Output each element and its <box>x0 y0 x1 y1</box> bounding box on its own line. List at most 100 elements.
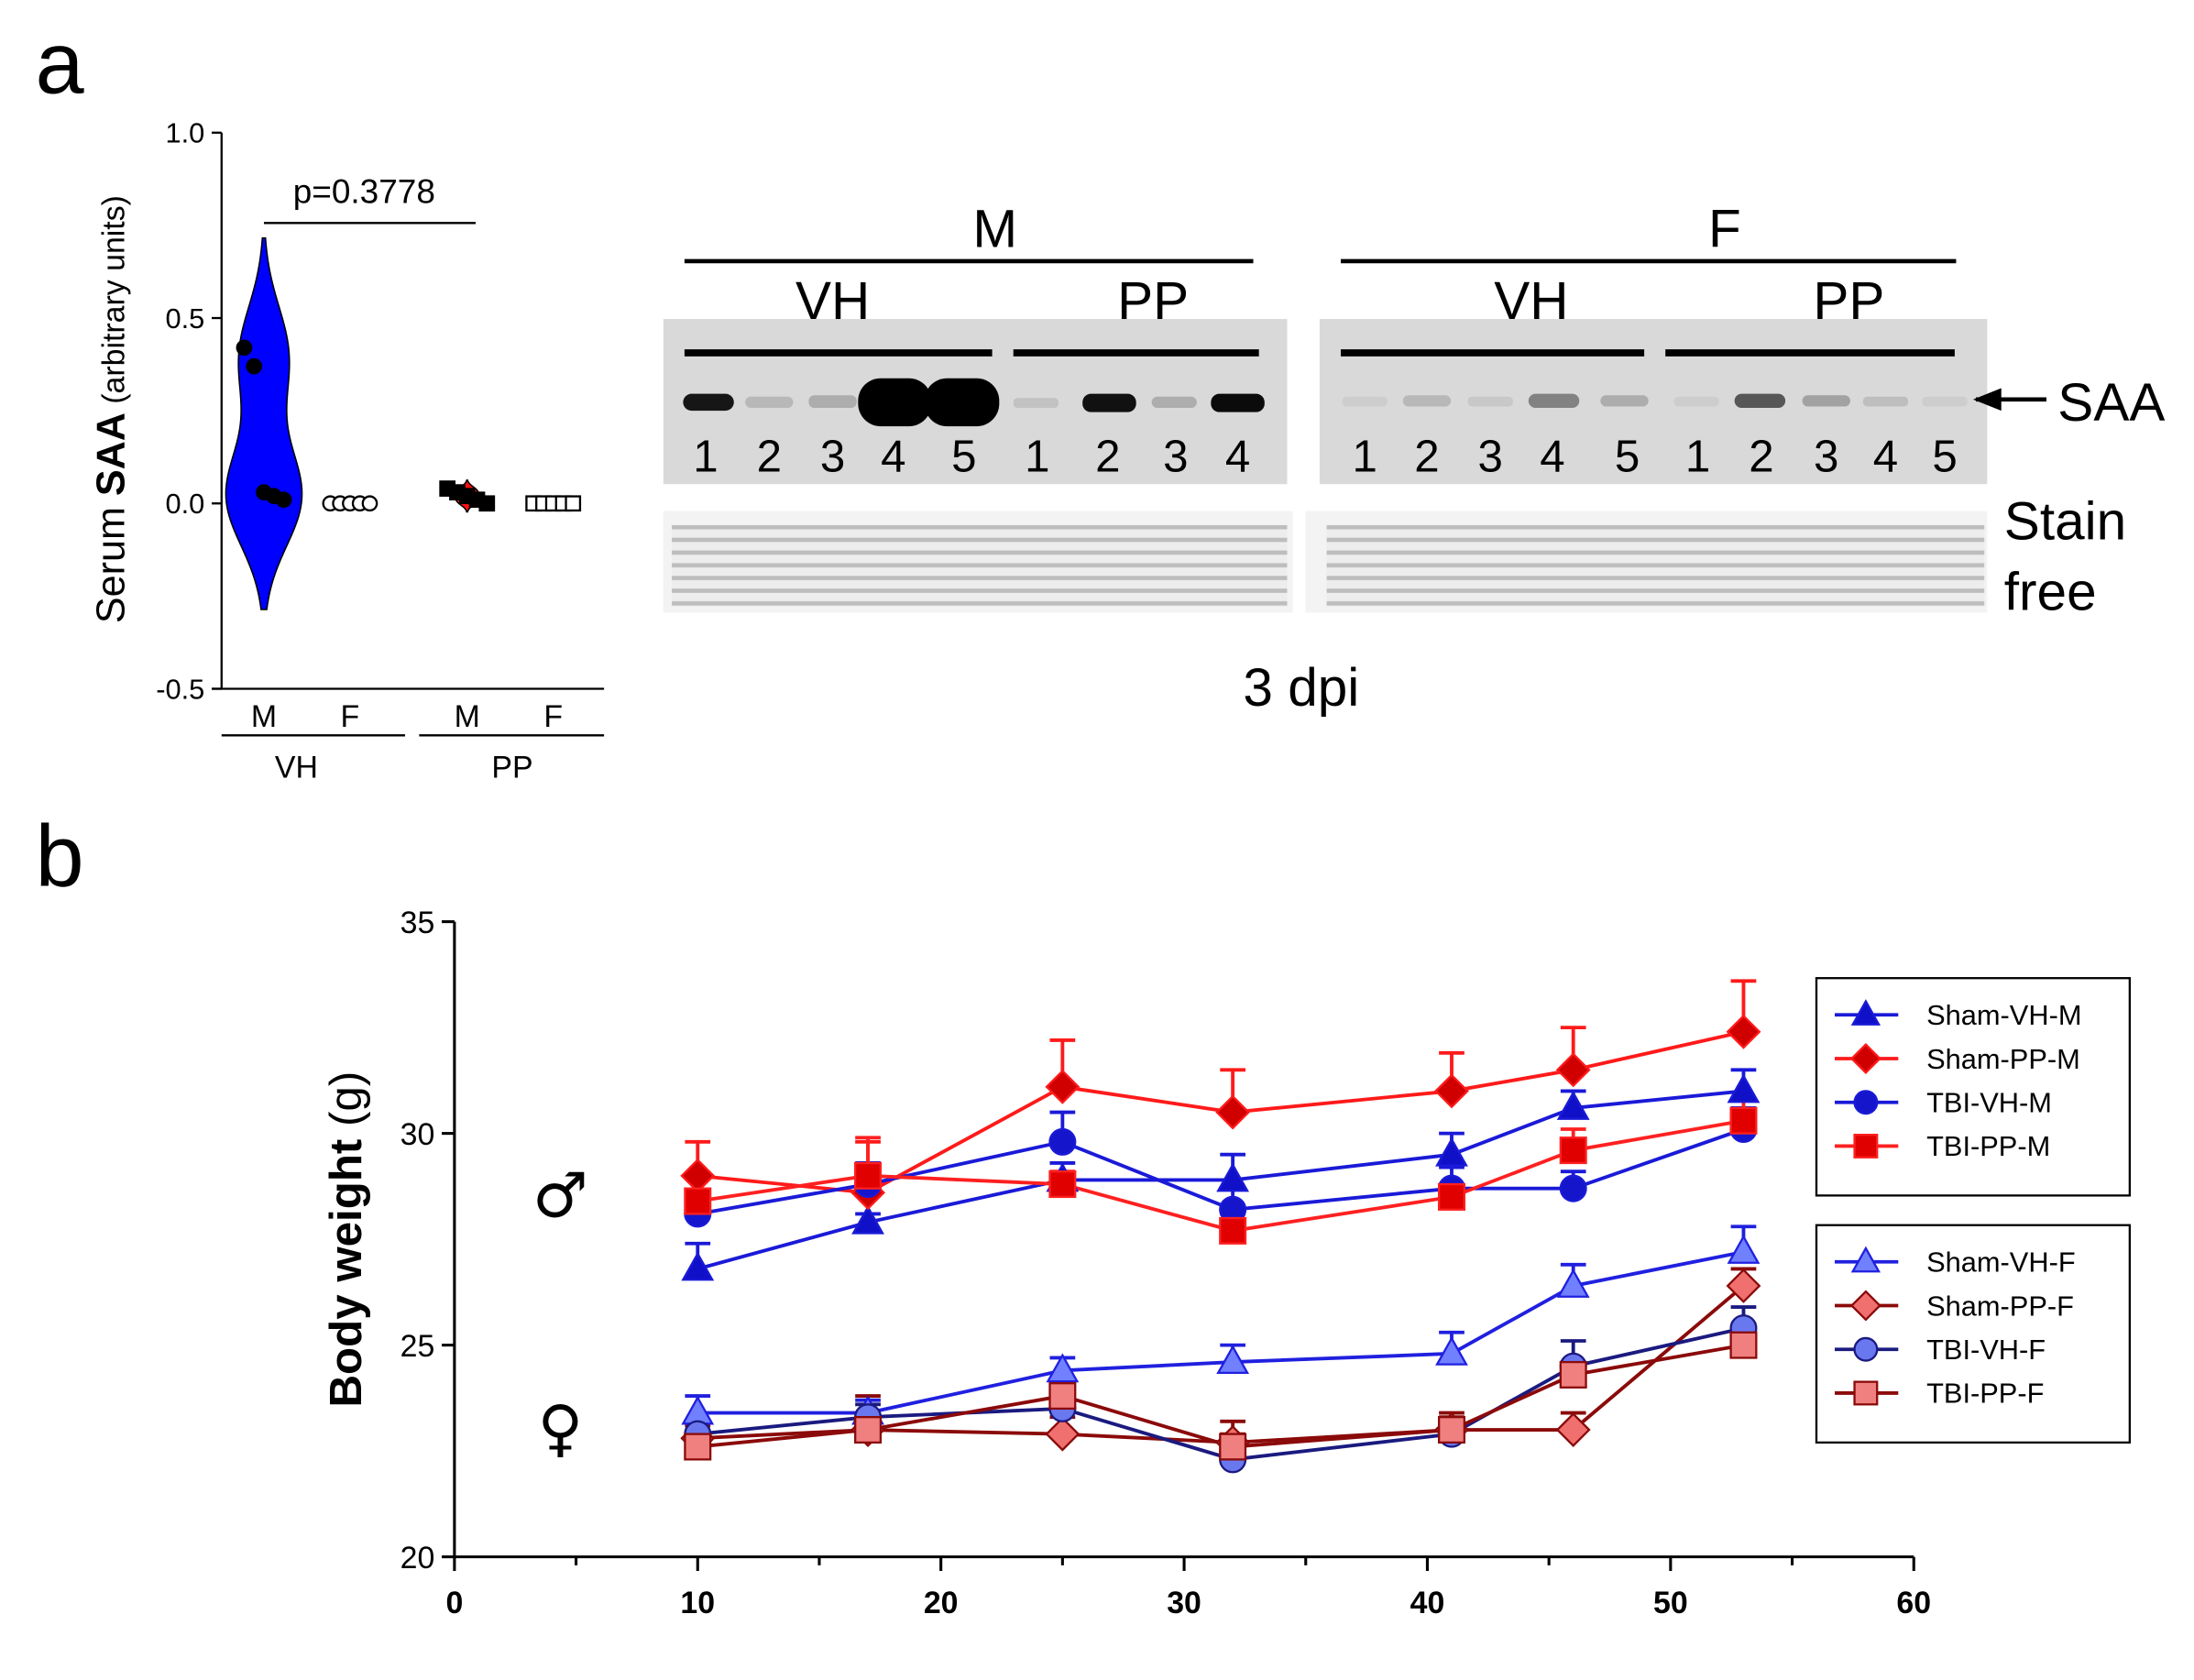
annotation: p=0.3778 <box>293 173 435 211</box>
lane-number: 4 <box>1540 431 1564 481</box>
panel-label: a <box>36 16 85 113</box>
marker <box>1219 1216 1247 1245</box>
blot-background <box>1319 319 1988 485</box>
marker <box>1849 1042 1881 1075</box>
marker <box>684 1433 712 1461</box>
band <box>1528 393 1580 409</box>
band <box>1673 396 1719 407</box>
marker <box>1729 1106 1758 1135</box>
marker <box>1849 1290 1881 1322</box>
marker <box>1216 1162 1250 1192</box>
x-tick-label: M <box>455 699 480 734</box>
marker <box>1434 1073 1469 1109</box>
x-tick-label: 40 <box>1410 1586 1445 1620</box>
lane-number: 1 <box>1685 431 1710 481</box>
lane-number: 1 <box>1352 431 1377 481</box>
band <box>924 378 1000 427</box>
band <box>1734 393 1786 409</box>
x-tick-label: F <box>543 699 563 734</box>
lane-number: 4 <box>1873 431 1898 481</box>
marker <box>1556 1090 1590 1120</box>
x-tick-label: M <box>251 699 277 734</box>
lane-number: 3 <box>1163 431 1188 481</box>
y-tick-label: 25 <box>400 1329 435 1364</box>
y-axis-label-part: Body weight <box>321 1139 371 1408</box>
band <box>745 396 794 409</box>
band <box>808 395 857 409</box>
marker <box>1219 1433 1247 1461</box>
bands <box>683 378 1968 427</box>
marker <box>236 339 253 357</box>
marker <box>246 357 263 375</box>
group-label: VH <box>275 751 318 785</box>
lane-number: 5 <box>951 431 976 481</box>
marker <box>1555 1412 1591 1447</box>
lane-number: 3 <box>1478 431 1503 481</box>
y-tick-label: 1.0 <box>165 117 204 149</box>
band <box>1802 395 1850 407</box>
marker <box>1045 1069 1081 1104</box>
band <box>1862 396 1909 407</box>
marker <box>1437 1182 1466 1211</box>
marker <box>1556 1268 1590 1298</box>
band <box>1922 396 1968 407</box>
timepoint-label: 3 dpi <box>1243 658 1359 718</box>
y-tick-label: 30 <box>400 1117 435 1152</box>
marker <box>275 491 292 509</box>
marker <box>361 495 378 512</box>
marker <box>1850 999 1881 1026</box>
lane-number: 4 <box>881 431 905 481</box>
marker <box>1437 1416 1466 1444</box>
y-axis-label: Body weight (g) <box>321 1071 371 1408</box>
y-axis-label-part: (g) <box>321 1071 371 1139</box>
band-label: SAA <box>2057 373 2165 433</box>
y-tick-label: -0.5 <box>156 673 204 705</box>
marker <box>680 1158 716 1193</box>
marker <box>1559 1174 1587 1202</box>
marker <box>1853 1380 1879 1406</box>
blot-sex-label: F <box>1708 199 1741 258</box>
marker <box>1727 1073 1761 1104</box>
legend-label: Sham-VH-F <box>1926 1246 2076 1279</box>
y-axis-label-part: SAA <box>90 412 134 496</box>
y-axis-label-part: (arbitrary units) <box>97 195 132 412</box>
lane-number: 2 <box>1414 431 1439 481</box>
marker <box>565 495 582 512</box>
marker <box>1048 1382 1077 1411</box>
lane-number: 2 <box>1749 431 1773 481</box>
lane-number: 1 <box>1025 431 1049 481</box>
band <box>1600 395 1649 407</box>
marker <box>1853 1336 1879 1362</box>
legend-label: Sham-PP-F <box>1926 1290 2074 1322</box>
band <box>1082 393 1136 412</box>
marker <box>1850 1246 1881 1273</box>
arrow-head <box>1972 388 2002 412</box>
y-tick-label: 0.0 <box>165 488 204 520</box>
lane-number: 2 <box>1095 431 1120 481</box>
y-tick-label: 35 <box>400 906 435 940</box>
stain-label: free <box>2004 562 2097 621</box>
marker <box>851 1204 884 1235</box>
y-tick-label: 20 <box>400 1541 435 1576</box>
marker <box>1726 1014 1761 1049</box>
marker <box>1048 1170 1077 1199</box>
x-tick-label: 10 <box>680 1586 715 1620</box>
band <box>1013 398 1059 409</box>
x-tick-label: F <box>341 699 360 734</box>
band <box>1467 396 1513 407</box>
x-tick-label: 60 <box>1896 1586 1931 1620</box>
lane-number: 5 <box>1932 431 1957 481</box>
line-chart: 20 25 30 35 0 10 20 30 40 50 60 Body weight (g) ♂ ♀ Sh… <box>321 906 2132 1620</box>
stain-free-lanes <box>1326 524 1985 608</box>
legend-label: Sham-PP-M <box>1926 1043 2080 1075</box>
band <box>1151 396 1197 409</box>
marker <box>681 1395 715 1425</box>
marker <box>1727 1234 1761 1264</box>
marker <box>1729 1331 1758 1359</box>
marker <box>1045 1416 1081 1452</box>
lane-number: 2 <box>757 431 782 481</box>
